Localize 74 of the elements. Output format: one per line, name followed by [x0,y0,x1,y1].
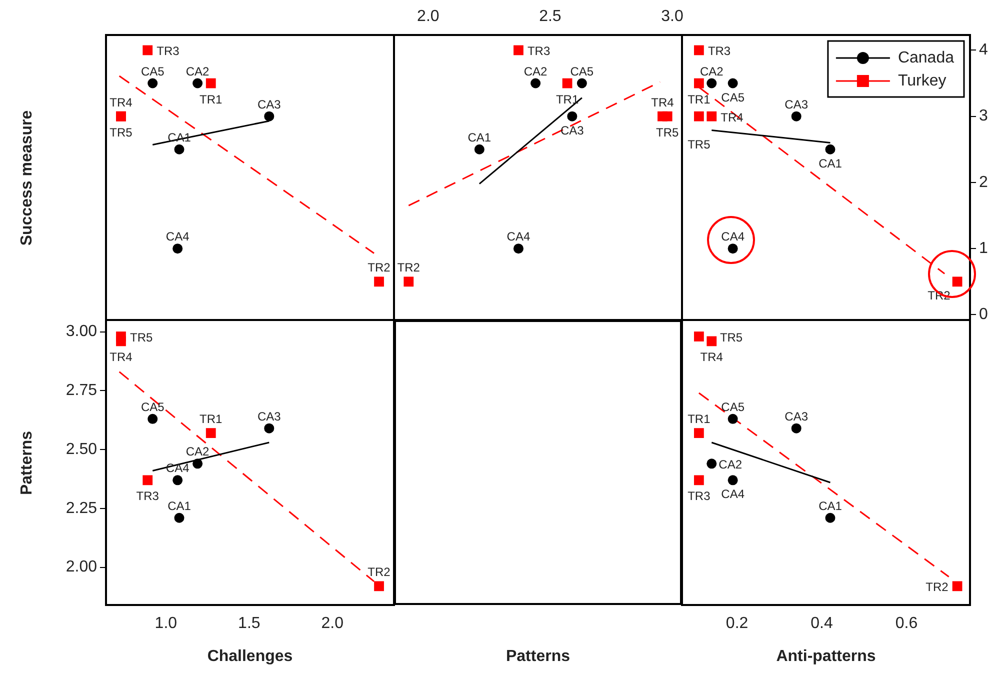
data-label: CA4 [166,230,190,244]
data-label: CA3 [560,123,584,138]
data-label: CA3 [257,409,282,424]
y2-tick-label: 3 [979,108,988,125]
data-label: CA2 [718,458,742,472]
data-label: TR5 [688,137,711,152]
legend-label: Canada [898,49,954,66]
y2-tick-label: 2 [979,174,988,191]
data-label: TR4 [651,95,674,110]
data-label: TR1 [688,412,711,426]
y2-tick-label: 4 [979,42,988,59]
data-label: TR3 [688,489,711,504]
data-label: TR3 [708,44,731,58]
data-label: CA5 [140,400,165,414]
x-tick-label: 0.6 [895,615,918,632]
data-label: TR1 [200,412,223,426]
data-label: TR2 [368,565,391,580]
data-label: CA5 [721,400,745,414]
data-label: CA5 [721,90,745,104]
data-label: CA2 [524,64,548,78]
y-axis-title: Patterns [18,429,36,497]
x-axis-title: Challenges [206,648,294,666]
data-label: TR4 [700,350,724,364]
y-tick-label: 2.00 [66,558,98,576]
data-label: TR5 [720,330,743,344]
data-label: TR1 [200,92,223,106]
data-label: CA2 [186,444,210,459]
data-label: CA3 [784,409,808,424]
data-label: CA4 [506,230,530,244]
x-tick-label: 1.5 [238,615,260,632]
y-tick-label: 2.50 [66,440,98,458]
x-tick-label: 2.5 [539,8,562,25]
x-tick-label: 0.4 [810,615,833,632]
data-label: TR2 [926,580,949,594]
data-label: TR3 [156,44,180,58]
data-label: CA4 [721,487,745,502]
data-label: TR5 [656,125,680,140]
data-label: CA2 [700,64,724,78]
y-tick-label: 2.75 [66,382,98,400]
data-label: TR1 [556,92,579,106]
x-tick-label: 2.0 [321,615,344,632]
data-label: TR3 [136,489,160,504]
data-label: CA1 [818,156,842,170]
data-label: CA4 [166,461,190,476]
data-label: TR5 [110,125,133,140]
data-label: CA3 [257,97,282,112]
data-label: TR5 [130,330,153,344]
x-tick-label: 3.0 [661,8,684,25]
data-label: CA2 [186,64,210,78]
y-tick-label: 3.00 [66,323,98,340]
data-label: CA3 [784,97,808,112]
y2-tick-label: 0 [979,306,988,324]
data-label: TR2 [397,260,420,275]
data-label: CA1 [818,498,842,513]
x-tick-label: 2.0 [417,8,440,25]
data-label: TR3 [527,44,550,58]
y2-tick-label: 1 [979,240,988,257]
data-label: TR4 [720,110,744,124]
y-axis-title: Success measure [18,108,36,248]
x-axis-title: Anti-patterns [775,648,877,666]
data-label: CA4 [721,230,745,244]
data-label: TR2 [368,260,391,275]
data-label: CA1 [168,498,192,513]
x-axis-title: Patterns [504,648,572,666]
data-label: TR1 [688,92,711,106]
y-tick-label: 2.25 [66,500,98,517]
data-label: CA1 [468,130,492,144]
x-tick-label: 1.0 [154,615,178,632]
data-label: CA5 [570,64,594,78]
data-label: TR4 [110,350,133,364]
x-tick-label: 0.2 [726,615,748,632]
legend-label: Turkey [898,72,946,90]
data-label: CA5 [140,64,165,78]
data-label: TR4 [110,95,133,110]
